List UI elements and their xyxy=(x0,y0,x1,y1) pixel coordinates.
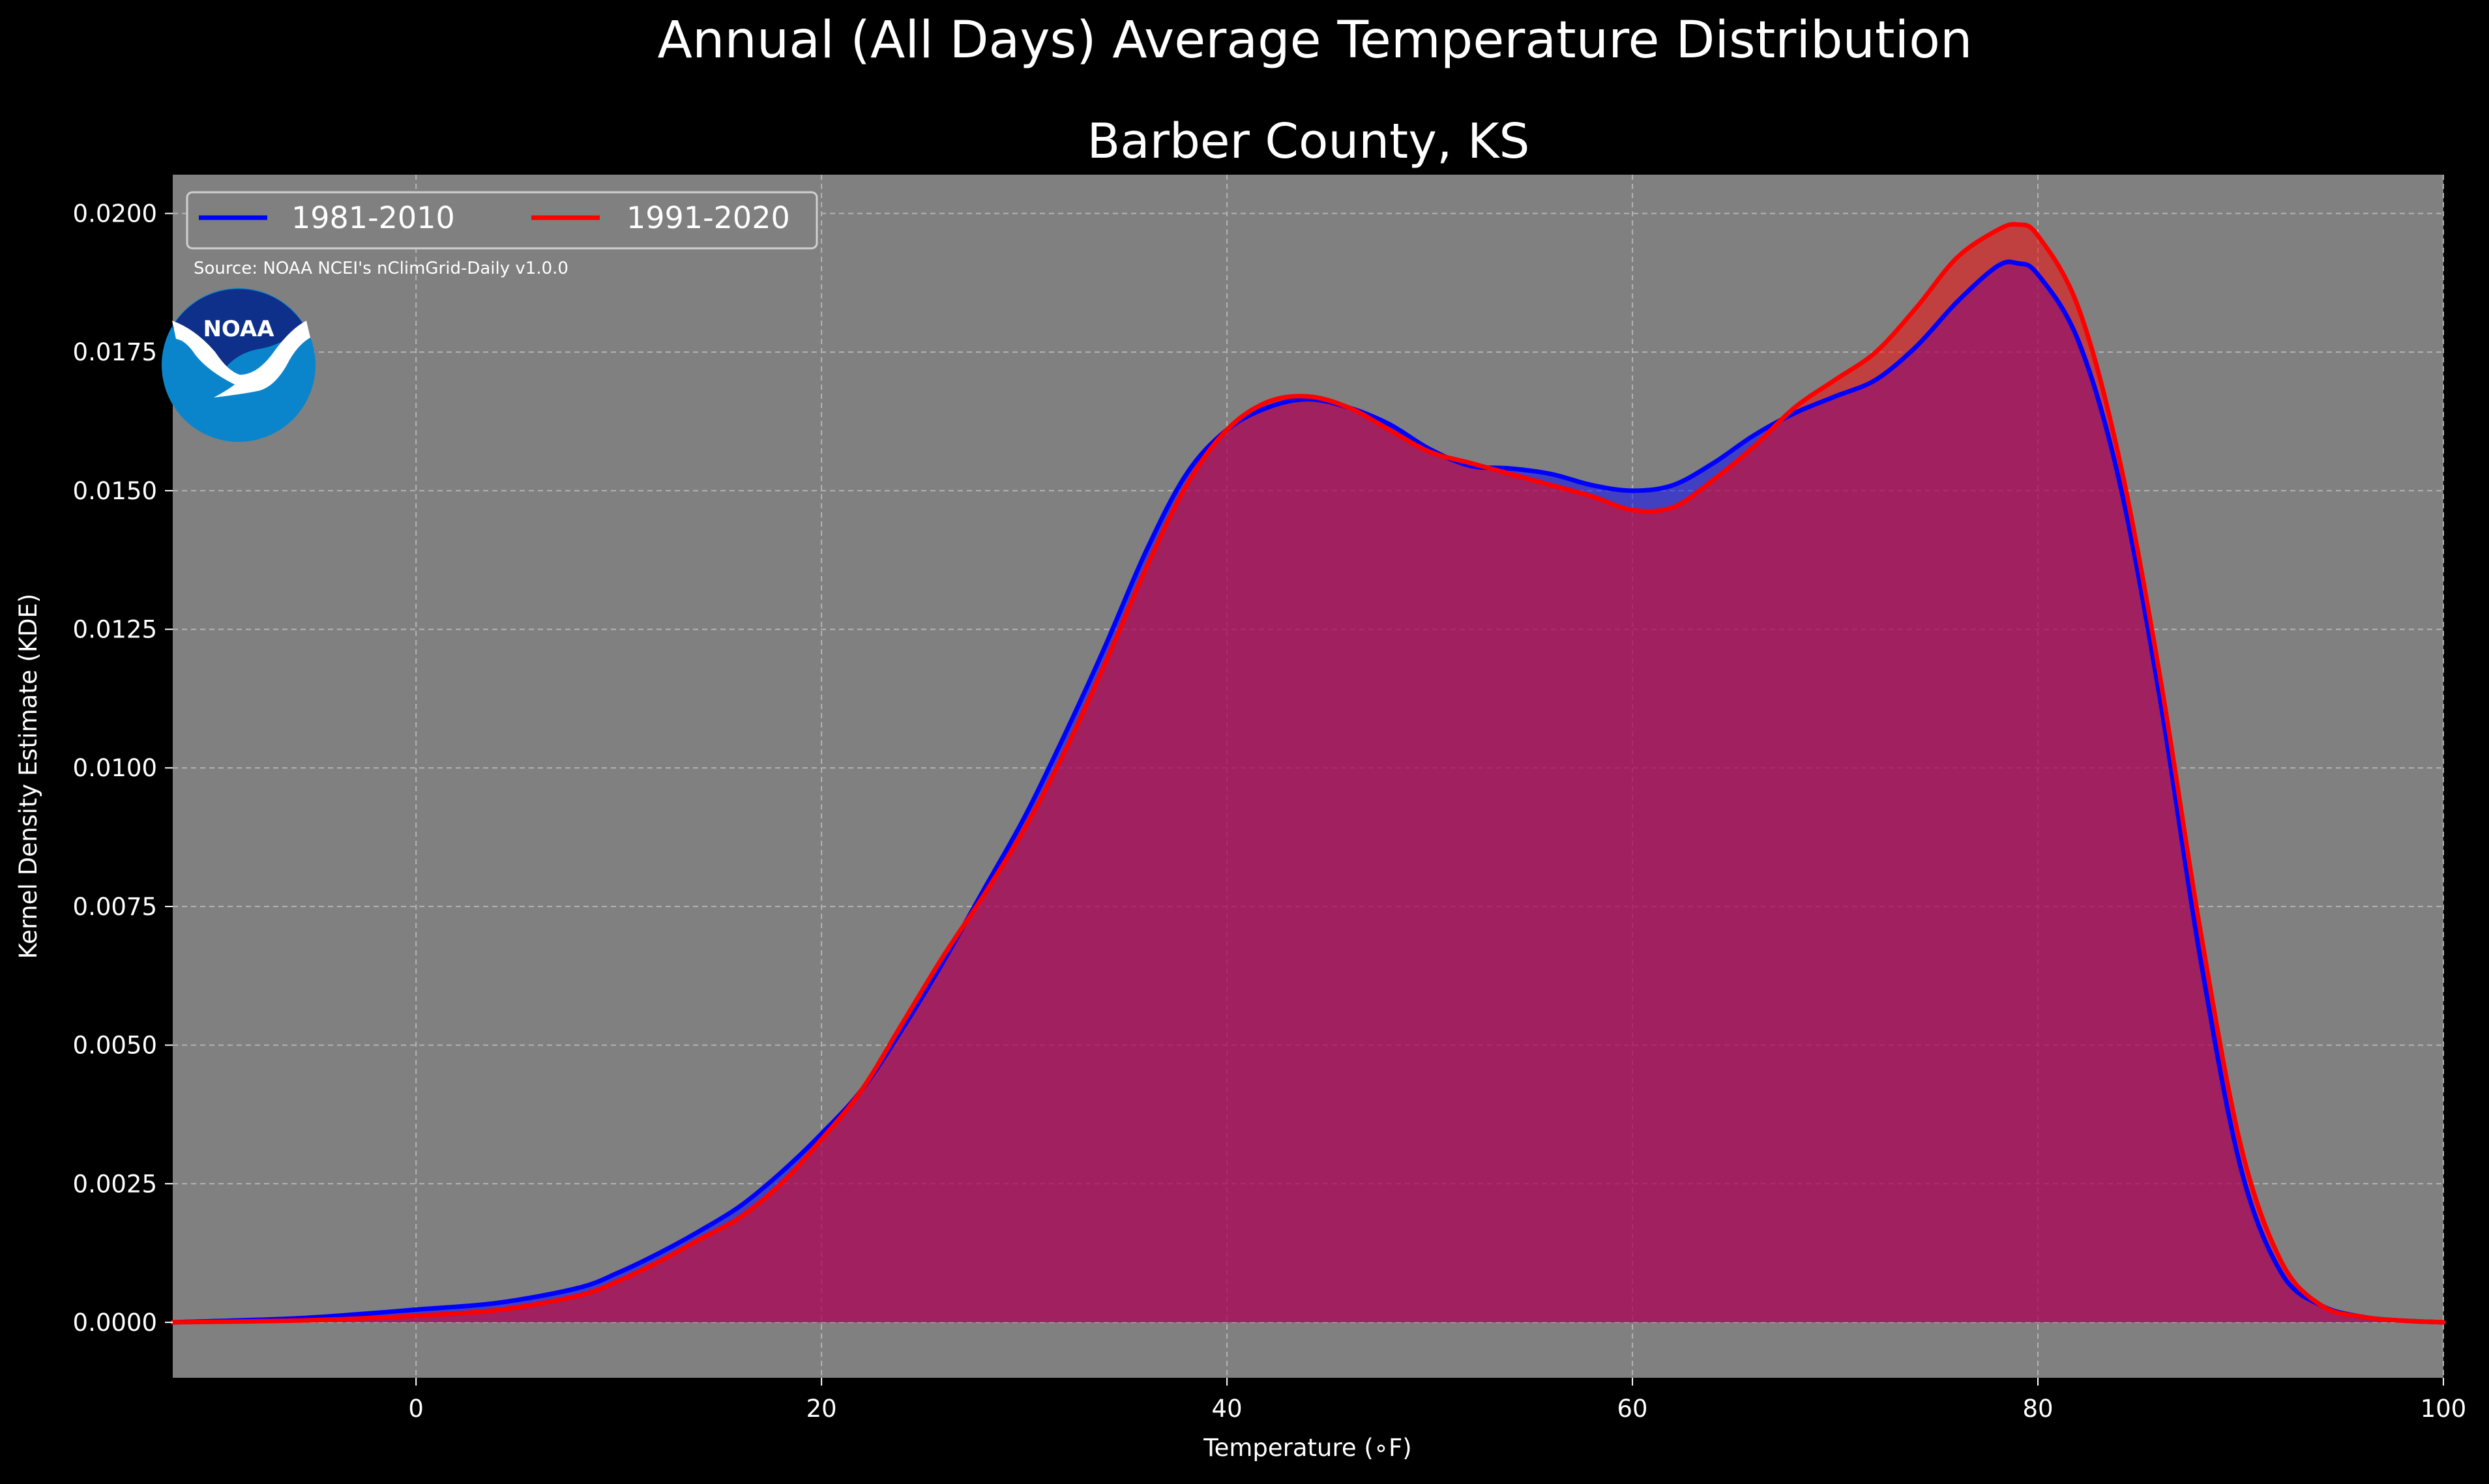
y-tick-label: 0.0175 xyxy=(73,338,157,366)
y-tick-label: 0.0150 xyxy=(73,477,157,505)
x-axis-label: Temperature (∘F) xyxy=(1203,1434,1411,1462)
y-tick-label: 0.0100 xyxy=(73,754,157,782)
x-tick-label: 20 xyxy=(806,1395,837,1423)
y-tick-label: 0.0000 xyxy=(73,1309,157,1337)
y-tick-label: 0.0075 xyxy=(73,893,157,921)
figure-suptitle: Annual (All Days) Average Temperature Di… xyxy=(658,11,1973,70)
noaa-logo-text: NOAA xyxy=(203,316,274,342)
x-tick-label: 0 xyxy=(408,1395,424,1423)
legend-box xyxy=(186,191,818,250)
noaa-logo-bird xyxy=(172,321,310,398)
legend-label-1981-2010: 1981-2010 xyxy=(291,200,455,235)
y-tick-label: 0.0025 xyxy=(73,1170,157,1198)
x-tick-label: 100 xyxy=(2421,1395,2467,1423)
x-tick-label: 40 xyxy=(1212,1395,1243,1423)
chart-title: Barber County, KS xyxy=(1087,113,1529,169)
legend: 1981-2010 1991-2020 xyxy=(186,191,818,250)
series-line-1981-2010 xyxy=(170,259,2446,1325)
y-tick-label: 0.0200 xyxy=(73,200,157,228)
x-tick-label: 80 xyxy=(2022,1395,2053,1423)
y-axis-label: Kernel Density Estimate (KDE) xyxy=(14,594,42,959)
legend-label-1991-2020: 1991-2020 xyxy=(626,200,790,235)
axes: 0 20 40 60 80 100 0.0000 0.0025 0.0050 0.0075 0.01… xyxy=(73,200,2467,1423)
series-layer xyxy=(170,222,2446,1325)
noaa-logo-icon: NOAA xyxy=(162,288,316,442)
source-note: Source: NOAA NCEI's nClimGrid-Daily v1.0… xyxy=(194,259,568,278)
y-tick-label: 0.0125 xyxy=(73,616,157,644)
x-tick-label: 60 xyxy=(1617,1395,1648,1423)
area-fill-1991-2020 xyxy=(173,224,2443,1322)
series-line-1991-2020 xyxy=(170,222,2446,1325)
y-tick-label: 0.0050 xyxy=(73,1032,157,1060)
